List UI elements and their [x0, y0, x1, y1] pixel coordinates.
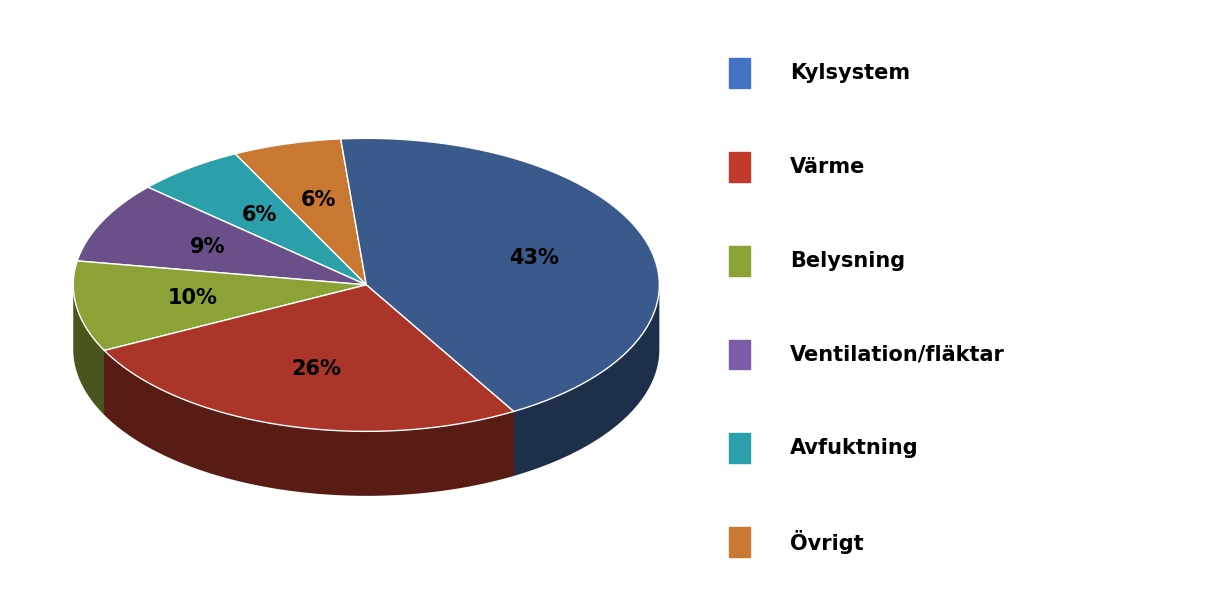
Polygon shape: [104, 285, 366, 415]
Text: 6%: 6%: [300, 190, 336, 210]
Text: 43%: 43%: [509, 248, 559, 268]
Polygon shape: [104, 350, 514, 496]
Polygon shape: [341, 138, 659, 412]
Text: 10%: 10%: [167, 288, 217, 308]
Text: 9%: 9%: [190, 237, 226, 257]
Text: 6%: 6%: [242, 205, 277, 225]
Polygon shape: [104, 285, 366, 415]
Bar: [729, 152, 750, 181]
Text: Ventilation/fläktar: Ventilation/fläktar: [790, 344, 1005, 364]
Bar: [729, 527, 750, 557]
Bar: [729, 58, 750, 88]
Polygon shape: [104, 285, 514, 431]
Text: Avfuktning: Avfuktning: [790, 438, 919, 458]
Polygon shape: [366, 285, 514, 476]
Text: 26%: 26%: [291, 359, 341, 379]
Bar: [729, 340, 750, 370]
Polygon shape: [366, 285, 514, 476]
Bar: [729, 434, 750, 463]
Polygon shape: [514, 286, 659, 476]
Polygon shape: [148, 154, 366, 285]
Text: Värme: Värme: [790, 157, 866, 177]
Polygon shape: [73, 261, 366, 350]
Polygon shape: [236, 139, 366, 285]
Polygon shape: [77, 187, 366, 285]
Text: Belysning: Belysning: [790, 251, 905, 271]
Bar: [729, 246, 750, 276]
Text: Övrigt: Övrigt: [790, 530, 863, 554]
Polygon shape: [73, 285, 104, 415]
Text: Kylsystem: Kylsystem: [790, 63, 911, 83]
